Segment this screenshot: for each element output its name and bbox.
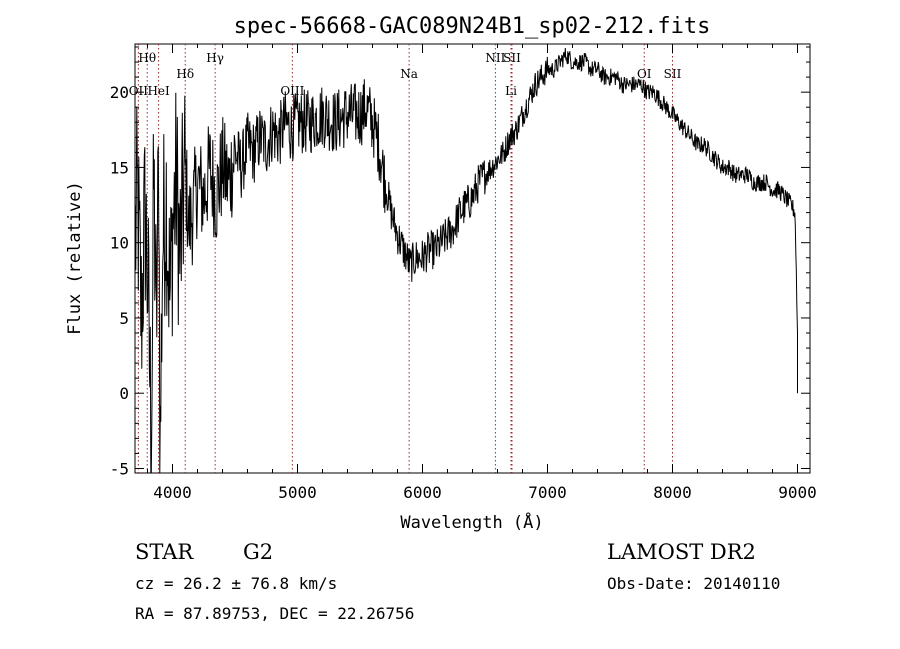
emission-line-label: HeI — [147, 84, 170, 98]
x-tick-label: 6000 — [403, 483, 442, 502]
spectrum-line — [134, 47, 798, 474]
y-tick-label: -5 — [110, 459, 129, 478]
chart-title: spec-56668-GAC089N24B1_sp02-212.fits — [234, 14, 711, 39]
x-tick-label: 7000 — [528, 483, 567, 502]
emission-line-label: SII — [664, 67, 682, 81]
emission-line-label: Hγ — [206, 51, 224, 65]
y-tick-label: 5 — [119, 309, 129, 328]
sky-coordinates: RA = 87.89753, DEC = 22.26756 — [135, 604, 415, 623]
y-tick-label: 0 — [119, 384, 129, 403]
emission-line-label: OI — [637, 67, 652, 81]
redshift-cz: cz = 26.2 ± 76.8 km/s — [135, 574, 338, 593]
y-tick-label: 20 — [110, 83, 129, 102]
y-axis-label: Flux (relative) — [65, 181, 85, 335]
emission-line-label: Na — [400, 67, 418, 81]
emission-line-label: Hδ — [176, 67, 194, 81]
observation-date: Obs-Date: 20140110 — [607, 574, 781, 593]
y-tick-label: 15 — [110, 158, 129, 177]
object-class: STAR — [135, 540, 194, 564]
emission-line-label: Hθ — [138, 51, 156, 65]
survey-name: LAMOST DR2 — [607, 540, 756, 564]
x-tick-label: 9000 — [778, 483, 817, 502]
plot-frame — [134, 43, 811, 474]
emission-line-label: SII — [503, 51, 521, 65]
emission-line-label: Li — [505, 84, 517, 98]
x-tick-label: 5000 — [278, 483, 317, 502]
emission-line-label: NII — [485, 51, 505, 65]
x-tick-label: 4000 — [153, 483, 192, 502]
y-tick-label: 10 — [110, 234, 129, 253]
x-axis-label: Wavelength (Å) — [400, 511, 543, 533]
x-tick-label: 8000 — [653, 483, 692, 502]
axis-ticks: 4000 5000 6000 7000 8000 9000 -5 0 5 10 15 20 — [110, 44, 817, 502]
object-subclass: G2 — [243, 540, 274, 564]
emission-line-label: OII — [129, 84, 149, 98]
emission-line-label: OIII — [280, 84, 304, 98]
